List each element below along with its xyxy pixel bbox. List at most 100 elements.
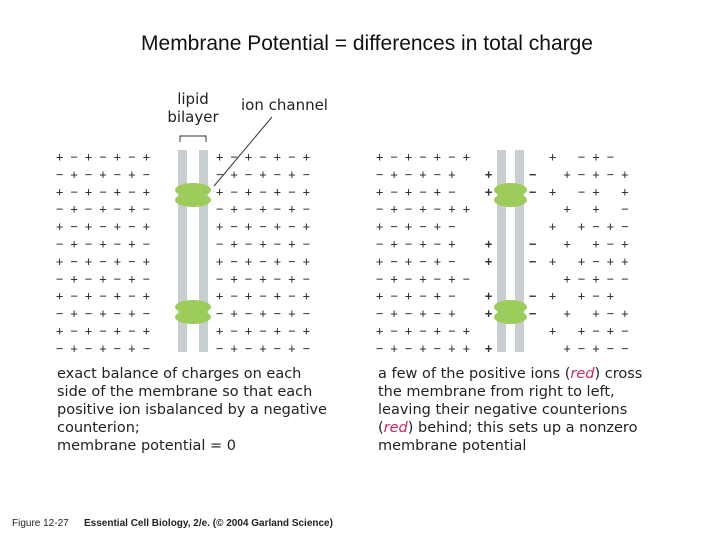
caption-line: counterion; (57, 420, 140, 436)
caption-emphasis: red (570, 366, 595, 382)
ion-row: − + − + − + − (56, 272, 150, 286)
ion-channel (175, 183, 211, 197)
ion-row: − + − + − + − (56, 237, 150, 251)
ion-row: − + − + − + − (216, 272, 310, 286)
ion-row: − + − + − + (376, 237, 455, 251)
label-lipid: lipid (177, 90, 209, 108)
ion-row: − + − + − + − (376, 272, 470, 286)
caption-line: leaving their negative counterions (378, 402, 627, 418)
captions: exact balance of charges on each side of … (57, 366, 642, 454)
ion-row: + + − (549, 202, 628, 216)
title: Membrane Potential = differences in tota… (141, 32, 593, 55)
ion-row: + − + − − (549, 272, 628, 286)
ion-row: + − + − + − + (376, 324, 470, 338)
ion-row: + − + − + − + (56, 324, 150, 338)
red-ion: + (485, 289, 492, 303)
ion-row: − + − + − + − (56, 202, 150, 216)
caption-text: the membrane from right to left, (378, 384, 615, 400)
ion-channel (494, 183, 527, 197)
red-ion: − (529, 167, 536, 181)
bilayer-leaflet (178, 150, 187, 352)
red-ion: − (529, 237, 536, 251)
ion-row: − + − + − + − (216, 237, 310, 251)
caption-line: membrane potential = 0 (57, 438, 236, 454)
ion-row: + − + − + − (376, 254, 455, 268)
caption-emphasis: red (384, 420, 409, 436)
ion-channel (175, 300, 211, 314)
red-ion: − (529, 254, 536, 268)
bracket (179, 135, 207, 142)
red-ion: − (529, 289, 536, 303)
ion-row: + − + − + − + (216, 150, 310, 164)
ion-row: − + − + − + − (56, 341, 150, 355)
bilayer-leaflet (199, 150, 208, 352)
caption-text: leaving their negative counterions (378, 402, 627, 418)
bilayer-leaflet (515, 150, 524, 352)
ion-row: + − + − + − + (56, 185, 150, 199)
ion-row: + − + − + − + (216, 289, 310, 303)
ion-row: + − + − + − (376, 185, 455, 199)
caption-line: (red) behind; this sets up a nonzero (378, 420, 638, 436)
ion-row: − + − + − + + (376, 202, 470, 216)
label-ion-channel: ion channel (241, 96, 328, 114)
ion-row: + − + − + − + (376, 150, 470, 164)
ion-channel (494, 300, 527, 314)
ion-row: + − + − + − + (56, 289, 150, 303)
ion-row: − + − + − + − (56, 167, 150, 181)
ion-row: + − + − + − (376, 220, 455, 234)
red-ion: + (485, 341, 492, 355)
caption-text: ( (378, 420, 384, 436)
ion-row: + − + − (549, 150, 614, 164)
ion-row: + − + + (549, 185, 628, 199)
ion-row: + − + − + − + (216, 185, 310, 199)
caption-line: the membrane from right to left, (378, 384, 615, 400)
caption-text: ) cross (594, 366, 642, 382)
ion-channel (494, 193, 527, 207)
ion-row: + − + − + − + (56, 254, 150, 268)
caption-text: ) behind; this sets up a nonzero (408, 420, 638, 436)
ion-row: + − + − + − + (216, 324, 310, 338)
ion-row: − + − + − + (376, 167, 455, 181)
ion-channel (494, 310, 527, 324)
caption-line: exact balance of charges on each (57, 366, 301, 382)
red-ion: + (485, 237, 492, 251)
ion-row: + − + − + − + (56, 220, 150, 234)
figure-source: Essential Cell Biology, 2/e. (© 2004 Gar… (84, 518, 333, 529)
caption-line: side of the membrane so that each (57, 384, 312, 400)
ion-channel (175, 310, 211, 324)
ion-channel (175, 193, 211, 207)
red-ion: + (485, 167, 492, 181)
membranes (175, 150, 527, 352)
red-ion: + (485, 254, 492, 268)
figure-number: Figure 12-27 (12, 518, 69, 529)
red-ion: − (529, 307, 536, 321)
red-ion: + (485, 307, 492, 321)
caption-line: positive ion isbalanced by a negative (57, 402, 327, 418)
ion-row: − + − + − + + (376, 341, 470, 355)
ion-row: + + − + (549, 237, 628, 251)
bilayer-leaflet (497, 150, 506, 352)
ion-row: + + − + − (549, 220, 628, 234)
ion-row: + − + − + − + (216, 220, 310, 234)
caption-line: membrane potential (378, 438, 526, 454)
ion-row: − + − + − + − (216, 167, 310, 181)
ion-row: + − + − + (549, 167, 628, 181)
ion-row: + − + − + − + (216, 254, 310, 268)
ion-row: − + − + − + − (216, 341, 310, 355)
pointer (213, 116, 273, 187)
ion-row: − + − + − + − (216, 307, 310, 321)
ion-row: + + − + (549, 289, 614, 303)
ion-row: + + − + − (549, 324, 628, 338)
ion-row: + + − + (549, 307, 628, 321)
red-ion: − (529, 185, 536, 199)
caption-text: a few of the positive ions ( (378, 366, 570, 382)
ion-row: + − + − − (549, 341, 628, 355)
label-bilayer: bilayer (167, 108, 219, 126)
ion-row: + − + − + − (376, 289, 455, 303)
red-ion: + (485, 185, 492, 199)
caption-line: a few of the positive ions (red) cross (378, 366, 642, 382)
ion-row: − + − + − + (376, 307, 455, 321)
ion-row: + − + − + − + (56, 150, 150, 164)
ion-row: + + − + + (549, 254, 628, 268)
